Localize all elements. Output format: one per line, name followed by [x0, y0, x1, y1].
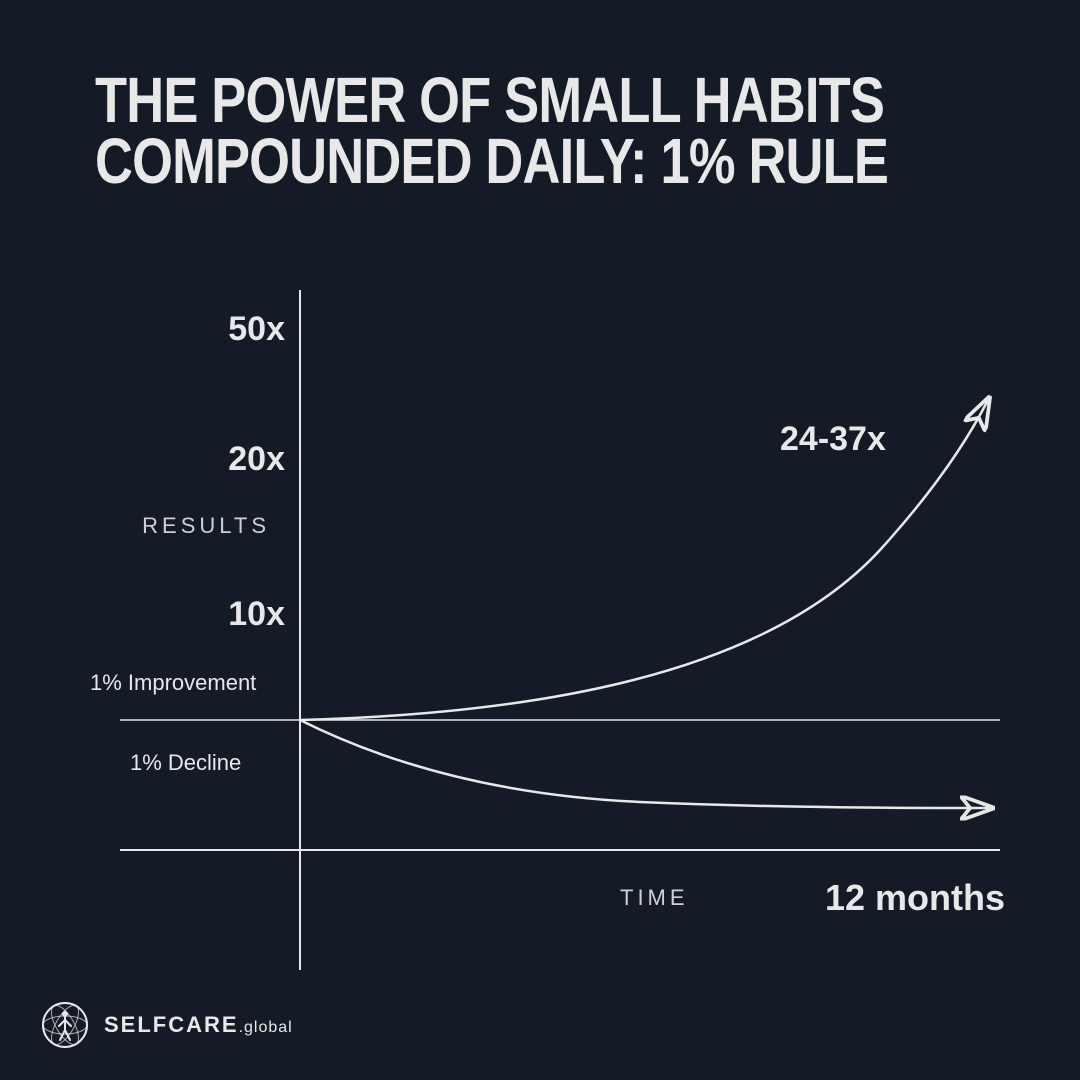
compound-growth-chart: 50x 20x 10x RESULTS 1% Improvement 1% De…	[60, 290, 1020, 970]
y-axis-label: RESULTS	[142, 513, 270, 538]
x-end-label: 12 months	[825, 877, 1005, 918]
annotation-24-37x: 24-37x	[780, 420, 886, 458]
logo-brand-thin: .global	[239, 1019, 293, 1036]
x-axis-label: TIME	[620, 885, 689, 910]
title-line-1: THE POWER OF SMALL HABITS	[95, 70, 888, 131]
decline-label: 1% Decline	[130, 750, 241, 775]
logo-brand-bold: SELFCARE	[104, 1012, 239, 1037]
decline-curve	[300, 720, 990, 808]
logo-text: SELFCARE.global	[104, 1012, 293, 1038]
page-title: THE POWER OF SMALL HABITS COMPOUNDED DAI…	[95, 70, 888, 192]
y-tick-20x: 20x	[228, 440, 285, 478]
y-tick-10x: 10x	[228, 595, 285, 633]
y-tick-50x: 50x	[228, 310, 285, 348]
brand-logo: SELFCARE.global	[40, 1000, 293, 1050]
title-line-2: COMPOUNDED DAILY: 1% RULE	[95, 131, 888, 192]
logo-icon	[40, 1000, 90, 1050]
improvement-label: 1% Improvement	[90, 670, 256, 695]
